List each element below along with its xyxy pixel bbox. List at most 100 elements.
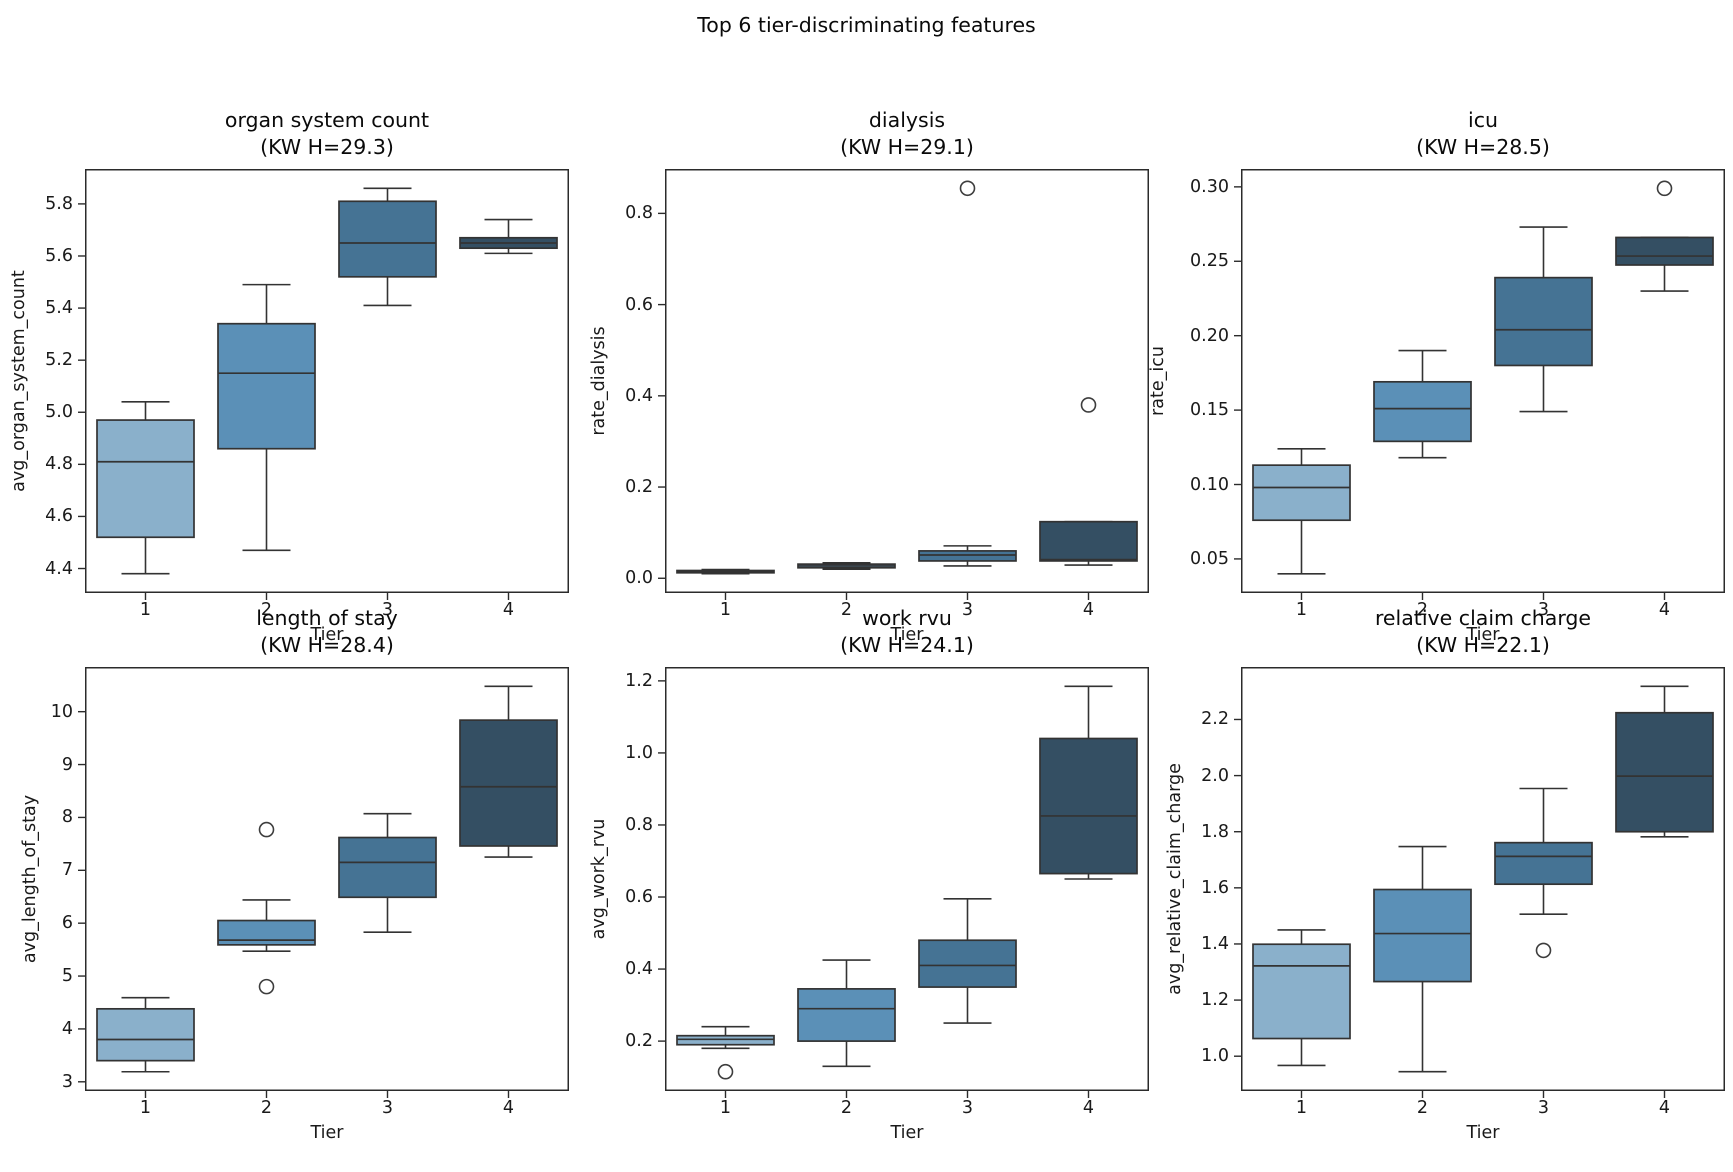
boxplot-tier-3 <box>918 898 1017 1024</box>
y-tick-label: 0.8 <box>625 203 653 224</box>
iqr-box <box>338 200 437 278</box>
y-tick-label: 1.6 <box>1201 877 1229 898</box>
iqr-box <box>676 1034 775 1046</box>
y-tick-label: 3 <box>61 1071 73 1092</box>
x-tick-label: 4 <box>502 600 515 620</box>
y-tick-label: 5.4 <box>45 298 73 319</box>
iqr-box <box>1252 943 1351 1040</box>
subplot-title-icu: icu (KW H=28.5) <box>1241 107 1725 161</box>
axes-spines <box>665 169 1149 593</box>
iqr-box <box>338 836 437 899</box>
plot-area-relative-claim-charge <box>1234 667 1725 1098</box>
y-tick-label: 1.2 <box>1201 990 1229 1011</box>
boxplot-tier-2 <box>1373 349 1472 459</box>
iqr-box <box>918 550 1017 562</box>
subplot-kw-stat: (KW H=24.1) <box>840 633 974 657</box>
boxplot-tier-4 <box>459 685 558 858</box>
y-tick-label: 5.0 <box>45 402 73 423</box>
y-tick-label: 5.6 <box>45 245 73 266</box>
x-tick-label: 2 <box>260 600 273 620</box>
x-tick-label: 1 <box>719 600 732 620</box>
boxplot-tier-2 <box>1373 845 1472 1073</box>
plot-area-work-rvu <box>658 667 1149 1098</box>
x-tick-label: 4 <box>1082 600 1095 620</box>
y-tick-label: 0.15 <box>1190 400 1229 421</box>
boxplot-tier-1 <box>96 401 195 575</box>
iqr-box <box>459 719 558 847</box>
boxplot-tier-1 <box>676 568 775 575</box>
x-tick-label: 1 <box>719 1098 732 1118</box>
y-tick-label: 0.05 <box>1190 548 1229 569</box>
outlier-marker <box>959 180 976 197</box>
x-axis-label-icu: Tier <box>1466 625 1500 645</box>
y-tick-label: 0.2 <box>625 477 653 498</box>
x-tick-label: 1 <box>1295 600 1308 620</box>
iqr-box <box>1373 888 1472 983</box>
axes-spines <box>1241 667 1725 1091</box>
iqr-box <box>1373 380 1472 443</box>
plot-area-icu <box>1234 169 1725 600</box>
x-tick-label: 2 <box>260 1098 273 1118</box>
y-tick-label: 0.6 <box>625 887 653 907</box>
x-axis-label-organ-system-count: Tier <box>310 625 344 645</box>
x-axis-label-dialysis: Tier <box>890 625 924 645</box>
x-tick-label: 4 <box>502 1098 515 1118</box>
boxplot-tier-4 <box>1615 180 1714 292</box>
x-axis-label-relative-claim-charge: Tier <box>1466 1123 1500 1143</box>
iqr-box <box>1039 520 1138 562</box>
y-tick-label: 8 <box>61 807 73 828</box>
subplot-kw-stat: (KW H=28.4) <box>260 633 394 657</box>
y-tick-label: 6 <box>61 913 73 934</box>
outlier-marker <box>258 821 275 838</box>
outlier-marker <box>1656 180 1673 197</box>
plot-area-length-of-stay <box>78 667 569 1098</box>
y-tick-label: 0.30 <box>1190 176 1229 197</box>
outlier-marker <box>258 978 275 995</box>
boxplot-tier-2 <box>217 821 316 995</box>
subplot-title: organ system count <box>224 108 430 132</box>
y-tick-label: 4.6 <box>45 506 73 527</box>
boxplot-tier-2 <box>797 561 896 570</box>
subplot-kw-stat: (KW H=29.3) <box>260 135 394 159</box>
y-tick-label: 1.2 <box>625 670 653 691</box>
y-tick-label: 1.0 <box>1201 1046 1229 1067</box>
x-tick-label: 3 <box>381 600 394 620</box>
boxplot-tier-4 <box>1039 685 1138 880</box>
plot-area-dialysis <box>658 169 1149 600</box>
boxplot-tier-1 <box>96 996 195 1073</box>
y-tick-label: 0.2 <box>625 1031 653 1052</box>
y-tick-label: 1.8 <box>1201 821 1229 842</box>
y-tick-label: 0.4 <box>625 959 653 980</box>
x-axis-label-length-of-stay: Tier <box>310 1123 344 1143</box>
outlier-marker <box>717 1063 734 1080</box>
iqr-box <box>217 322 316 450</box>
iqr-box <box>1494 841 1593 886</box>
boxplot-tier-3 <box>1494 787 1593 959</box>
x-tick-label: 4 <box>1658 600 1671 620</box>
y-axis-label-dialysis: rate_dialysis <box>589 326 609 436</box>
y-tick-label: 5.2 <box>45 350 73 371</box>
tick-marks <box>1234 718 1666 1098</box>
subplot-kw-stat: (KW H=28.5) <box>1416 135 1550 159</box>
y-tick-label: 5 <box>61 966 73 987</box>
boxplot-tier-3 <box>918 180 1017 567</box>
tick-marks <box>78 203 510 600</box>
tick-marks <box>1234 186 1666 600</box>
x-tick-label: 1 <box>139 600 152 620</box>
outlier-marker <box>1080 397 1097 413</box>
y-tick-label: 0.25 <box>1190 251 1229 272</box>
axes-spines <box>85 169 569 593</box>
x-tick-label: 3 <box>961 1098 974 1118</box>
plot-area-organ-system-count <box>78 169 569 600</box>
iqr-box <box>918 939 1017 988</box>
iqr-box <box>1039 737 1138 875</box>
subplot-title-length-of-stay: length of stay (KW H=28.4) <box>85 605 569 659</box>
subplot-title: work rvu <box>862 606 952 630</box>
subplot-kw-stat: (KW H=29.1) <box>840 135 974 159</box>
x-tick-label: 2 <box>1416 1098 1429 1118</box>
x-tick-label: 3 <box>381 1098 394 1118</box>
y-tick-label: 2.2 <box>1201 709 1229 730</box>
boxplot-tier-3 <box>1494 226 1593 413</box>
y-tick-label: 0.6 <box>625 294 653 315</box>
x-tick-label: 2 <box>1416 600 1429 620</box>
